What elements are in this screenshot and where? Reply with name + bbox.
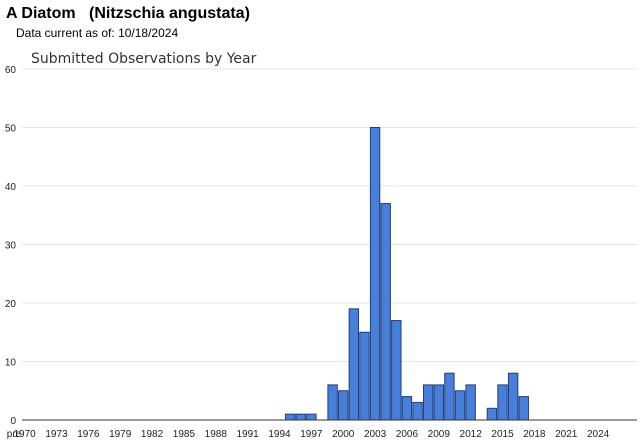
x-tick-label: 1997 <box>300 429 323 440</box>
y-tick-label: 50 <box>5 124 17 135</box>
x-tick-label: 2024 <box>587 429 610 440</box>
chart-title: Submitted Observations by Year <box>31 51 257 67</box>
y-tick-label: 30 <box>5 241 17 252</box>
x-tick-label: 2003 <box>364 429 387 440</box>
bar-2005[interactable] <box>391 320 402 421</box>
data-current-note: Data current as of: 10/18/2024 <box>16 26 178 40</box>
bar-2008[interactable] <box>422 384 434 421</box>
x-tick-label: 1991 <box>237 429 260 440</box>
bar-1997[interactable] <box>306 413 317 421</box>
x-tick-label: 1988 <box>205 429 228 440</box>
bar-2001[interactable] <box>348 308 360 421</box>
x-tick-label: 2009 <box>428 429 451 440</box>
x-tick-label: 2000 <box>332 429 355 440</box>
bar-2004[interactable] <box>380 203 391 421</box>
bar-2000[interactable] <box>338 390 349 421</box>
bars <box>284 127 529 421</box>
species-scientific-name: (Nitzschia angustata) <box>88 5 250 22</box>
x-tick-label: 2015 <box>491 429 514 440</box>
x-tick-label: 1973 <box>45 429 68 440</box>
bar-2002[interactable] <box>359 331 370 421</box>
bar-2009[interactable] <box>433 384 445 421</box>
data-current-date: 10/18/2024 <box>118 26 179 40</box>
y-tick-label: 10 <box>5 358 17 369</box>
x-tick-label: 1979 <box>109 429 132 440</box>
x-tick-label: pre <box>7 429 22 440</box>
x-tick-label: 2021 <box>555 429 578 440</box>
bar-2014[interactable] <box>486 407 498 421</box>
bar-1999[interactable] <box>327 384 338 421</box>
bar-2015[interactable] <box>497 384 508 421</box>
y-axis-ticks: 0 10 20 30 40 50 60 <box>5 65 17 427</box>
x-tick-label: 1982 <box>141 429 164 440</box>
bar-2012[interactable] <box>465 384 476 421</box>
x-tick-label: 2018 <box>523 429 546 440</box>
bar-2016[interactable] <box>507 372 519 421</box>
y-tick-label: 40 <box>5 182 17 193</box>
bar-2010[interactable] <box>444 372 455 421</box>
page-title: A Diatom (Nitzschia angustata) <box>6 5 250 23</box>
x-tick-label: 1985 <box>173 429 196 440</box>
x-tick-label: 1994 <box>268 429 291 440</box>
bar-2006[interactable] <box>401 396 413 421</box>
x-tick-label: 1970 <box>13 429 36 440</box>
data-current-label: Data current as of: <box>16 26 115 40</box>
bar-2017[interactable] <box>518 396 529 421</box>
x-tick-label: 2012 <box>460 429 483 440</box>
species-common-name: A Diatom <box>6 5 76 22</box>
bar-2011[interactable] <box>454 390 466 421</box>
bar-1996[interactable] <box>295 413 306 421</box>
x-tick-label: 1976 <box>77 429 100 440</box>
y-tick-label: 0 <box>10 416 16 427</box>
x-tick-label: 2006 <box>396 429 419 440</box>
y-tick-label: 20 <box>5 299 17 310</box>
bar-1995[interactable] <box>284 413 296 421</box>
y-tick-label: 60 <box>5 65 17 76</box>
bar-2007[interactable] <box>412 401 423 421</box>
gridlines <box>22 68 637 362</box>
bar-2003[interactable] <box>369 127 381 421</box>
